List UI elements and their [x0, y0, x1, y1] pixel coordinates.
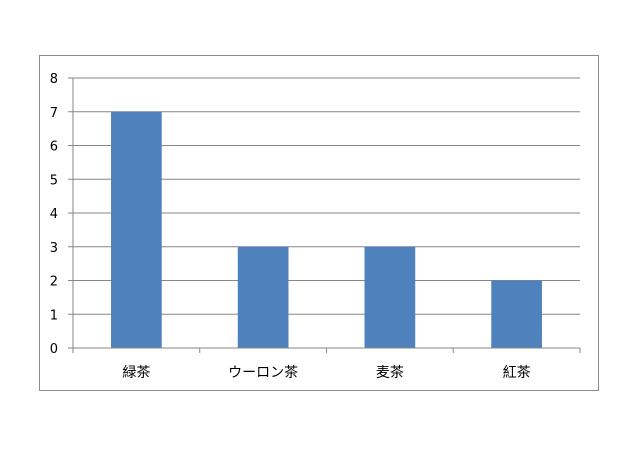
- y-tick-label-5: 5: [50, 173, 58, 188]
- y-tick-labels: 0 1 2 3 4 5 6 7 8: [50, 72, 58, 357]
- category-label-1: ウーロン茶: [228, 365, 298, 381]
- y-tick-label-8: 8: [50, 72, 58, 87]
- y-tick-label-2: 2: [50, 275, 58, 290]
- category-label-2: 麦茶: [376, 365, 404, 381]
- category-label-3: 紅茶: [503, 365, 531, 381]
- y-tick-label-4: 4: [50, 207, 58, 222]
- bar-2: [364, 246, 416, 348]
- y-tick-label-3: 3: [50, 241, 58, 256]
- y-tick-label-7: 7: [50, 106, 58, 121]
- bar-1: [237, 246, 289, 348]
- bar-3: [491, 280, 542, 348]
- x-category-labels: 緑茶 ウーロン茶 麦茶 紅茶: [122, 365, 530, 381]
- category-label-0: 緑茶: [122, 365, 150, 381]
- y-tick-label-0: 0: [50, 342, 58, 357]
- bar-0: [111, 111, 162, 348]
- axes: [68, 77, 581, 353]
- bars: [111, 111, 542, 348]
- y-tick-label-1: 1: [50, 308, 58, 323]
- y-tick-label-6: 6: [50, 140, 58, 155]
